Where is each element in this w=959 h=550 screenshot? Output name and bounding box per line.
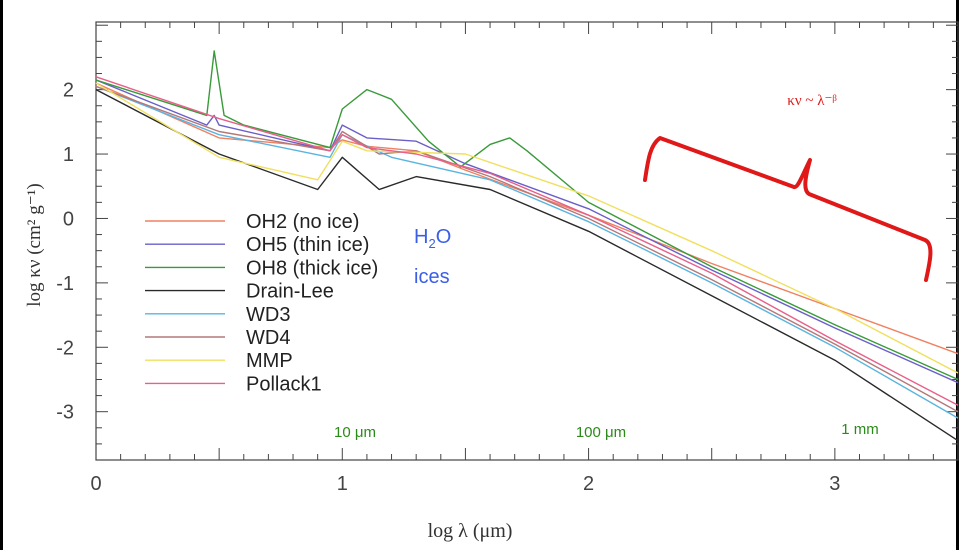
- y-tick-label: 0: [63, 208, 74, 230]
- y-tick-label: -3: [56, 402, 74, 424]
- y-tick-label: -1: [56, 273, 74, 295]
- series-line-drain-lee: [95, 88, 959, 442]
- series-line-mmp: [95, 82, 959, 374]
- series-line-wd4: [95, 85, 959, 413]
- legend-label: WD4: [246, 327, 290, 349]
- x-tick-label: 1: [337, 473, 348, 495]
- x-axis-label: log λ (μm): [428, 520, 513, 542]
- power-law-label: κν ~ λ⁻ᵝ: [787, 93, 836, 109]
- y-tick-label: -2: [56, 337, 74, 359]
- legend-label: OH8 (thick ice): [246, 257, 378, 279]
- water-ices-subscript: 2: [428, 236, 435, 251]
- y-tick-label: 1: [63, 144, 74, 166]
- series-line-pollack1: [95, 76, 959, 406]
- legend-label: Drain-Lee: [246, 281, 334, 303]
- legend-label: WD3: [246, 304, 290, 326]
- x-tick-label: 3: [829, 473, 840, 495]
- wavelength-100um-label: 100 μm: [576, 424, 626, 441]
- legend-label: MMP: [246, 350, 293, 372]
- y-axis-label: log κν (cm² g⁻¹): [24, 183, 45, 306]
- series-lines: [95, 50, 959, 442]
- legend-label: OH5 (thin ice): [246, 234, 369, 256]
- axis-tick-labels: 0 1 2 3 2 1 0 -1 -2 -3: [56, 80, 840, 495]
- legend-label: OH2 (no ice): [246, 211, 359, 233]
- water-ices-annotation: H2O ices: [414, 226, 451, 288]
- wavelength-1mm-label: 1 mm: [841, 421, 879, 438]
- power-law-brace: [643, 136, 933, 282]
- water-ices-line2: ices: [414, 266, 450, 288]
- y-tick-label: 2: [63, 80, 74, 102]
- legend-label: Pollack1: [246, 373, 322, 395]
- series-line-oh5-thin-ice: [95, 79, 959, 384]
- water-ices-o: O: [436, 226, 452, 248]
- series-line-wd3: [95, 85, 959, 419]
- svg-text:H2O: H2O: [414, 226, 451, 251]
- water-ices-h: H: [414, 226, 428, 248]
- x-tick-label: 2: [583, 473, 594, 495]
- x-tick-label: 0: [90, 473, 101, 495]
- axis-ticks: [95, 22, 959, 460]
- axes-frame: [95, 21, 959, 461]
- plot-area: 0 1 2 3 2 1 0 -1 -2 -3: [56, 21, 959, 495]
- series-line-oh8-thick-ice: [95, 50, 959, 381]
- wavelength-10um-label: 10 μm: [334, 424, 376, 441]
- legend: OH2 (no ice)OH5 (thin ice)OH8 (thick ice…: [145, 211, 378, 395]
